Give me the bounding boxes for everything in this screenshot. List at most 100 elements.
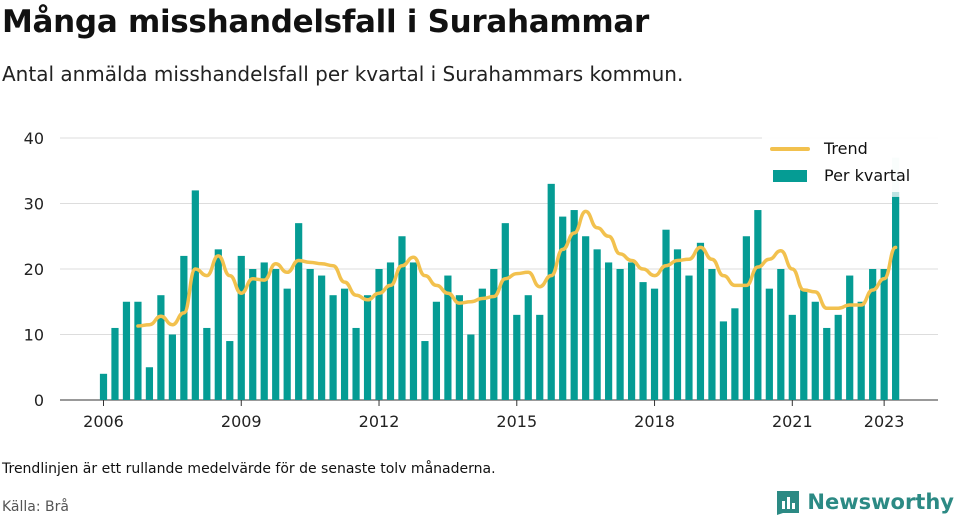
bar[interactable] <box>731 308 739 400</box>
legend-label-trend: Trend <box>824 139 868 158</box>
bar[interactable] <box>295 223 303 400</box>
y-tick-label: 30 <box>24 195 44 214</box>
bar[interactable] <box>846 275 854 400</box>
bar[interactable] <box>513 314 521 400</box>
bar[interactable] <box>180 255 188 400</box>
bar[interactable] <box>696 242 705 400</box>
chart-plot: 0 10 20 30 40 2006 2009 2012 2015 2018 2021 2023 <box>24 129 938 431</box>
legend-item-per-kvartal[interactable]: Per kvartal <box>770 166 910 185</box>
bar[interactable] <box>823 327 831 400</box>
bar[interactable] <box>501 223 509 400</box>
bar[interactable] <box>340 288 349 400</box>
bar[interactable] <box>869 269 877 400</box>
x-tick-label: 2012 <box>359 412 400 431</box>
legend: Trend Per kvartal <box>762 134 938 192</box>
bar[interactable] <box>421 341 429 400</box>
x-tick-label: 2009 <box>221 412 262 431</box>
bar[interactable] <box>777 269 785 400</box>
bar[interactable] <box>593 249 601 400</box>
brand-logo[interactable]: Newsworthy <box>775 489 954 515</box>
legend-swatch-per-kvartal <box>773 169 807 182</box>
bar[interactable] <box>892 196 900 400</box>
bar[interactable] <box>455 295 463 400</box>
bar[interactable] <box>226 341 234 400</box>
bar[interactable] <box>478 288 486 400</box>
bar[interactable] <box>467 334 475 401</box>
bar[interactable] <box>145 367 154 400</box>
bar[interactable] <box>639 282 647 400</box>
y-axis-ticks: 0 10 20 30 40 <box>24 129 44 410</box>
bar[interactable] <box>857 301 865 400</box>
x-tick-label: 2021 <box>772 412 813 431</box>
bar[interactable] <box>157 295 165 400</box>
trend-line-layer <box>136 209 898 328</box>
bar[interactable] <box>122 301 131 400</box>
bar[interactable] <box>111 327 119 400</box>
bar[interactable] <box>260 262 268 400</box>
bar[interactable] <box>800 288 808 400</box>
bar[interactable] <box>168 334 176 401</box>
bar[interactable] <box>386 262 395 400</box>
y-tick-label: 10 <box>24 326 44 345</box>
source-credit: Källa: Brå <box>2 499 69 515</box>
bar[interactable] <box>329 295 337 400</box>
bar[interactable] <box>811 301 819 400</box>
bar[interactable] <box>754 210 762 400</box>
bar[interactable] <box>214 249 222 400</box>
bar[interactable] <box>283 288 291 400</box>
bar[interactable] <box>662 229 670 400</box>
bar[interactable] <box>444 275 452 400</box>
bar[interactable] <box>203 327 211 400</box>
bar[interactable] <box>237 255 245 400</box>
bar[interactable] <box>409 262 418 400</box>
bar[interactable] <box>616 269 624 400</box>
bar[interactable] <box>375 269 383 400</box>
bar[interactable] <box>582 236 590 400</box>
bar[interactable] <box>363 295 372 400</box>
bar[interactable] <box>134 301 142 400</box>
y-tick-label: 40 <box>24 129 44 148</box>
trend-line[interactable] <box>136 209 898 328</box>
x-tick-label: 2018 <box>634 412 675 431</box>
bars-per-kvartal <box>99 157 900 401</box>
bar[interactable] <box>605 262 613 400</box>
bar[interactable] <box>398 236 406 400</box>
y-tick-label: 20 <box>24 260 44 279</box>
bar[interactable] <box>524 295 532 400</box>
x-tick-label: 2023 <box>864 412 905 431</box>
bar[interactable] <box>880 269 888 400</box>
chart-title: Många misshandelsfall i Surahammar <box>2 4 649 40</box>
bar[interactable] <box>318 275 326 400</box>
bar[interactable] <box>272 269 280 400</box>
bar[interactable] <box>627 262 636 400</box>
bar[interactable] <box>719 321 728 400</box>
bar[interactable] <box>306 269 314 400</box>
bar[interactable] <box>742 236 750 400</box>
bar[interactable] <box>685 275 693 400</box>
footnote: Trendlinjen är ett rullande medelvärde f… <box>2 461 496 477</box>
bar[interactable] <box>673 249 682 400</box>
bar[interactable] <box>650 288 659 400</box>
bar[interactable] <box>708 269 716 400</box>
bar[interactable] <box>765 288 773 400</box>
bar[interactable] <box>559 216 567 400</box>
bar[interactable] <box>570 210 578 400</box>
bar[interactable] <box>490 269 498 400</box>
bar[interactable] <box>788 314 796 400</box>
bar[interactable] <box>249 269 257 400</box>
y-tick-label: 0 <box>34 391 44 410</box>
legend-item-trend[interactable]: Trend <box>770 139 868 158</box>
bar[interactable] <box>432 301 441 400</box>
bar[interactable] <box>191 190 199 400</box>
brand-name: Newsworthy <box>807 490 954 514</box>
bar[interactable] <box>834 314 842 400</box>
x-tick-label: 2006 <box>83 412 124 431</box>
bar[interactable] <box>99 373 108 400</box>
bar[interactable] <box>352 327 360 400</box>
bar[interactable] <box>547 183 555 400</box>
newsworthy-icon <box>777 491 800 515</box>
legend-swatch-trend <box>770 146 810 151</box>
x-axis-ticks: 2006 2009 2012 2015 2018 2021 2023 <box>83 400 904 431</box>
bar[interactable] <box>536 314 544 400</box>
x-tick-label: 2015 <box>496 412 537 431</box>
